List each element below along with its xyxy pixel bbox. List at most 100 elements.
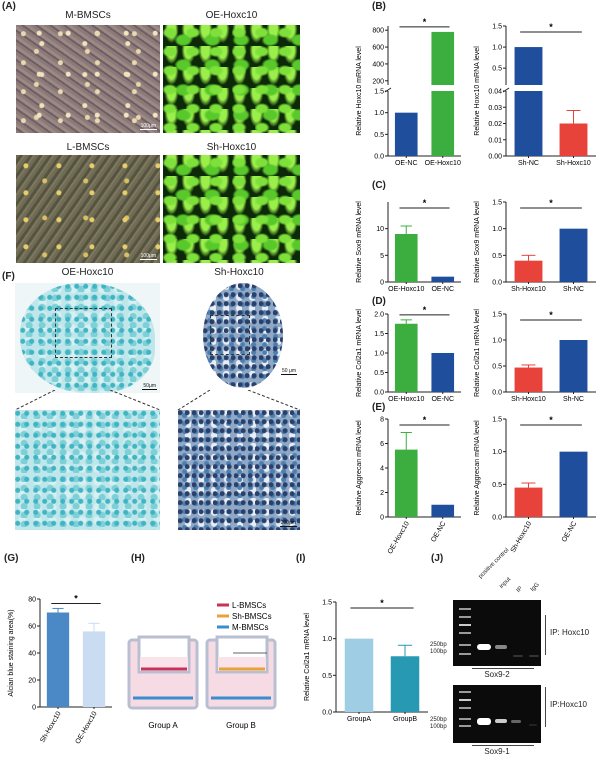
y-axis-label: Relative Aggrecan mRNA level [356,420,363,516]
group-a-label: Group A [148,721,178,730]
x-tick-label: Sh-NC [518,160,539,167]
zoom-region [55,308,112,358]
staining-sh-hoxc10-overview: 50 μm [178,283,300,393]
x-tick-label: OE-Hoxc10 [425,160,461,167]
band-ip [511,720,521,723]
x-tick-label: GroupB [393,716,417,723]
title-m-bmscs: M-BMSCs [65,10,111,21]
bar-groupa [344,638,374,712]
band-ip [513,655,523,657]
significance-asterisk: * [549,415,553,425]
bar-oe-nc [431,504,455,517]
scale-bar: 100μm [139,123,157,130]
y-tick-label: 1.5 [492,24,502,31]
coculture-diagram: L-BMSCs Sh-BMSCs M-BMSCs Group A Group B [127,601,277,730]
chart-i-col2a1: 0.0 0.5 1.0 1.5 Relative Col2a1 mRNA level Gr… [304,598,428,723]
y-tick-label: 1.5 [374,89,384,96]
y-axis-label: Relative Sox9 mRNA level [356,201,363,283]
panel-label-b: (B) [372,1,386,12]
lane-label-igg: IgG [529,581,541,593]
x-tick-label: Sh-Hoxc10 [510,520,533,554]
y-tick-label: 0.5 [492,482,502,489]
x-tick-label: Sh-Hoxc10 [511,396,546,403]
ip-hoxc10-label: IP: Hoxc10 [550,628,590,637]
bar-oe-hoxc10-upper [431,31,455,85]
y-tick-label: 800 [372,28,384,35]
bar-oe-hoxc10 [394,449,418,517]
lane-label-input: input [498,576,513,590]
y-tick-label: 0.02 [488,121,502,128]
x-tick-label: GroupA [347,716,371,723]
chart-b-sh-hoxc10: 0.00 0.01 0.02 0.03 0.04 0.5 1.0 1.5 Relative Ho… [474,22,596,167]
chart-c-oe-sox9: 0 5 10 Relative Sox9 mRNA level OE-Hoxc10 OE-… [356,198,461,293]
panel-label-h: (H) [131,553,145,564]
gel-sox9-2 [453,600,541,666]
scale-bar: 100μm [139,253,157,260]
y-tick-label: 1.0 [374,351,384,358]
x-tick-label: Sh-Hoxc10 [39,710,62,744]
bar-oe-hoxc10 [394,234,418,282]
scale-bar: 50 μm [281,368,297,375]
micrograph-l-bmscs: 100μm [16,155,160,263]
y-tick-label: 4 [380,466,384,473]
marker-250bp: 250bp [430,717,447,723]
y-tick-label: 1.0 [492,449,502,456]
bar-oe-hoxc10 [394,323,418,392]
marker-100bp: 100bp [430,649,447,655]
bar-sh-nc-upper [514,47,543,85]
band-input [495,645,507,649]
panel-label-a: (A) [2,1,16,12]
y-axis-label: Relative Aggrecan mRNA level [474,420,481,516]
chart-g-alcian-blue: 0 20 40 60 80 Alcian blue staining area(%) Sh-… [8,593,112,745]
y-tick-label: 1.0 [322,636,332,643]
panel-label-i: (I) [296,553,306,564]
scale-bar: 200μm [279,520,297,527]
title-sh-hoxc10: Sh-Hoxc10 [206,142,257,153]
marker-250bp: 250bp [430,642,447,648]
y-tick-label: 400 [372,61,384,68]
y-tick-label: 0 [380,280,384,287]
bar-oe-nc [394,112,418,156]
chart-e-sh-aggrecan: 0.0 0.5 1.0 1.5 Relative Aggrecan mRNA level… [474,415,596,554]
y-tick-label: 0.5 [492,253,502,260]
y-tick-label: 1.0 [492,338,502,345]
y-tick-label: 0.0 [374,154,384,161]
y-tick-label: 5 [380,253,384,260]
y-tick-label: 0.04 [488,89,502,96]
panel-label-e: (E) [372,402,386,413]
y-tick-label: 0.0 [374,390,384,397]
bar-sh-nc [559,228,588,282]
y-axis-label: Relative Col2a1 mRNA level [356,309,363,397]
x-tick-label: OE-Hoxc10 [387,520,411,555]
y-tick-label: 2 [380,490,384,497]
x-tick-label: Sh-NC [563,286,584,293]
x-tick-label: Sh-NC [563,396,584,403]
panel-label-j: (J) [431,553,444,564]
bar-oe-nc [431,276,455,282]
marker-100bp: 100bp [430,724,447,730]
zoom-connector-lines [15,390,301,411]
zoom-region [210,315,250,355]
bar-sh-hoxc10 [514,487,543,517]
y-tick-label: 1.5 [492,417,502,424]
y-tick-label: 60 [28,624,36,631]
y-tick-label: 600 [372,45,384,52]
legend: L-BMSCs Sh-BMSCs M-BMSCs [217,601,272,632]
significance-asterisk: * [423,305,427,315]
staining-oe-hoxc10-magnified [15,410,160,530]
x-tick-label: OE-NC [431,396,454,403]
gel-sox9-1 [453,685,541,743]
band-positive-control [477,718,491,725]
panel-label-g: (G) [4,553,19,564]
significance-asterisk: * [423,198,427,208]
y-tick-label: 0.5 [374,132,384,139]
y-tick-label: 0.0 [492,515,502,522]
y-tick-label: 0 [380,515,384,522]
x-tick-label: OE-Hoxc10 [388,286,424,293]
band-positive-control [477,644,491,650]
band-igg [529,724,537,726]
y-axis-label: Relative Hoxc10 mRNA level [356,46,363,136]
y-tick-label: 1.5 [374,331,384,338]
gel-label-sox9-2: Sox9-2 [484,670,510,679]
band-input [495,719,507,723]
